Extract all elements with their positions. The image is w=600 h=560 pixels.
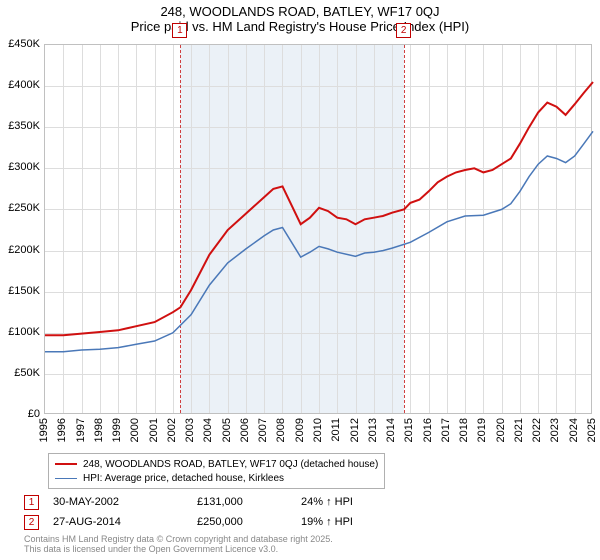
attribution-line1: Contains HM Land Registry data © Crown c…: [24, 534, 333, 544]
x-tick-label: 2012: [349, 418, 361, 442]
x-tick-label: 2018: [458, 418, 470, 442]
x-tick-label: 1995: [38, 418, 50, 442]
chart-lines-svg: [45, 45, 591, 413]
x-tick-label: 1996: [56, 418, 68, 442]
x-tick-label: 2010: [312, 418, 324, 442]
x-tick-label: 1998: [93, 418, 105, 442]
legend-row-price-paid: 248, WOODLANDS ROAD, BATLEY, WF17 0QJ (d…: [55, 457, 378, 471]
sales-date-2: 27-AUG-2014: [53, 516, 183, 528]
x-tick-label: 2001: [148, 418, 160, 442]
attribution: Contains HM Land Registry data © Crown c…: [24, 534, 333, 555]
x-tick-label: 2009: [294, 418, 306, 442]
legend-swatch-price-paid: [55, 463, 77, 465]
title-block: 248, WOODLANDS ROAD, BATLEY, WF17 0QJ Pr…: [0, 0, 600, 34]
y-tick-label: £150K: [0, 285, 40, 297]
sales-table: 1 30-MAY-2002 £131,000 24% ↑ HPI 2 27-AU…: [24, 492, 411, 532]
legend: 248, WOODLANDS ROAD, BATLEY, WF17 0QJ (d…: [48, 453, 385, 489]
x-tick-label: 2023: [549, 418, 561, 442]
y-tick-label: £0: [0, 408, 40, 420]
x-tick-label: 2000: [129, 418, 141, 442]
x-tick-label: 2022: [531, 418, 543, 442]
chart-container: 248, WOODLANDS ROAD, BATLEY, WF17 0QJ Pr…: [0, 0, 600, 560]
legend-label-price-paid: 248, WOODLANDS ROAD, BATLEY, WF17 0QJ (d…: [83, 459, 378, 470]
x-tick-label: 2007: [257, 418, 269, 442]
y-tick-label: £250K: [0, 202, 40, 214]
y-tick-label: £300K: [0, 161, 40, 173]
x-tick-label: 1999: [111, 418, 123, 442]
series-hpi: [45, 131, 593, 351]
y-tick-label: £200K: [0, 244, 40, 256]
series-price-paid: [45, 82, 593, 335]
sales-marker-2: 2: [24, 515, 39, 530]
y-tick-label: £400K: [0, 79, 40, 91]
sales-date-1: 30-MAY-2002: [53, 496, 183, 508]
x-tick-label: 2025: [586, 418, 598, 442]
sales-price-1: £131,000: [197, 496, 287, 508]
sales-hpi-1: 24% ↑ HPI: [301, 496, 411, 508]
y-tick-label: £350K: [0, 120, 40, 132]
attribution-line2: This data is licensed under the Open Gov…: [24, 544, 333, 554]
x-tick-label: 2019: [476, 418, 488, 442]
legend-swatch-hpi: [55, 478, 77, 479]
x-tick-label: 2003: [184, 418, 196, 442]
x-tick-label: 2006: [239, 418, 251, 442]
x-tick-label: 2011: [330, 418, 342, 442]
x-tick-label: 2017: [440, 418, 452, 442]
legend-label-hpi: HPI: Average price, detached house, Kirk…: [83, 473, 284, 484]
x-tick-label: 2021: [513, 418, 525, 442]
chart-plot-area: 1 2: [44, 44, 592, 414]
y-tick-label: £100K: [0, 326, 40, 338]
sales-hpi-2: 19% ↑ HPI: [301, 516, 411, 528]
x-tick-label: 1997: [75, 418, 87, 442]
x-tick-label: 2005: [221, 418, 233, 442]
x-tick-label: 2013: [367, 418, 379, 442]
y-tick-label: £450K: [0, 38, 40, 50]
x-tick-label: 2015: [403, 418, 415, 442]
title-subtitle: Price paid vs. HM Land Registry's House …: [0, 19, 600, 34]
sales-marker-1: 1: [24, 495, 39, 510]
sale-marker-1: 1: [172, 23, 187, 38]
x-tick-label: 2004: [202, 418, 214, 442]
sales-row-2: 2 27-AUG-2014 £250,000 19% ↑ HPI: [24, 512, 411, 532]
y-tick-label: £50K: [0, 367, 40, 379]
title-address: 248, WOODLANDS ROAD, BATLEY, WF17 0QJ: [0, 4, 600, 19]
x-tick-label: 2014: [385, 418, 397, 442]
x-tick-label: 2020: [495, 418, 507, 442]
sales-price-2: £250,000: [197, 516, 287, 528]
sales-row-1: 1 30-MAY-2002 £131,000 24% ↑ HPI: [24, 492, 411, 512]
sale-marker-2: 2: [396, 23, 411, 38]
x-tick-label: 2002: [166, 418, 178, 442]
x-tick-label: 2008: [275, 418, 287, 442]
x-tick-label: 2024: [568, 418, 580, 442]
legend-row-hpi: HPI: Average price, detached house, Kirk…: [55, 471, 378, 485]
x-tick-label: 2016: [422, 418, 434, 442]
